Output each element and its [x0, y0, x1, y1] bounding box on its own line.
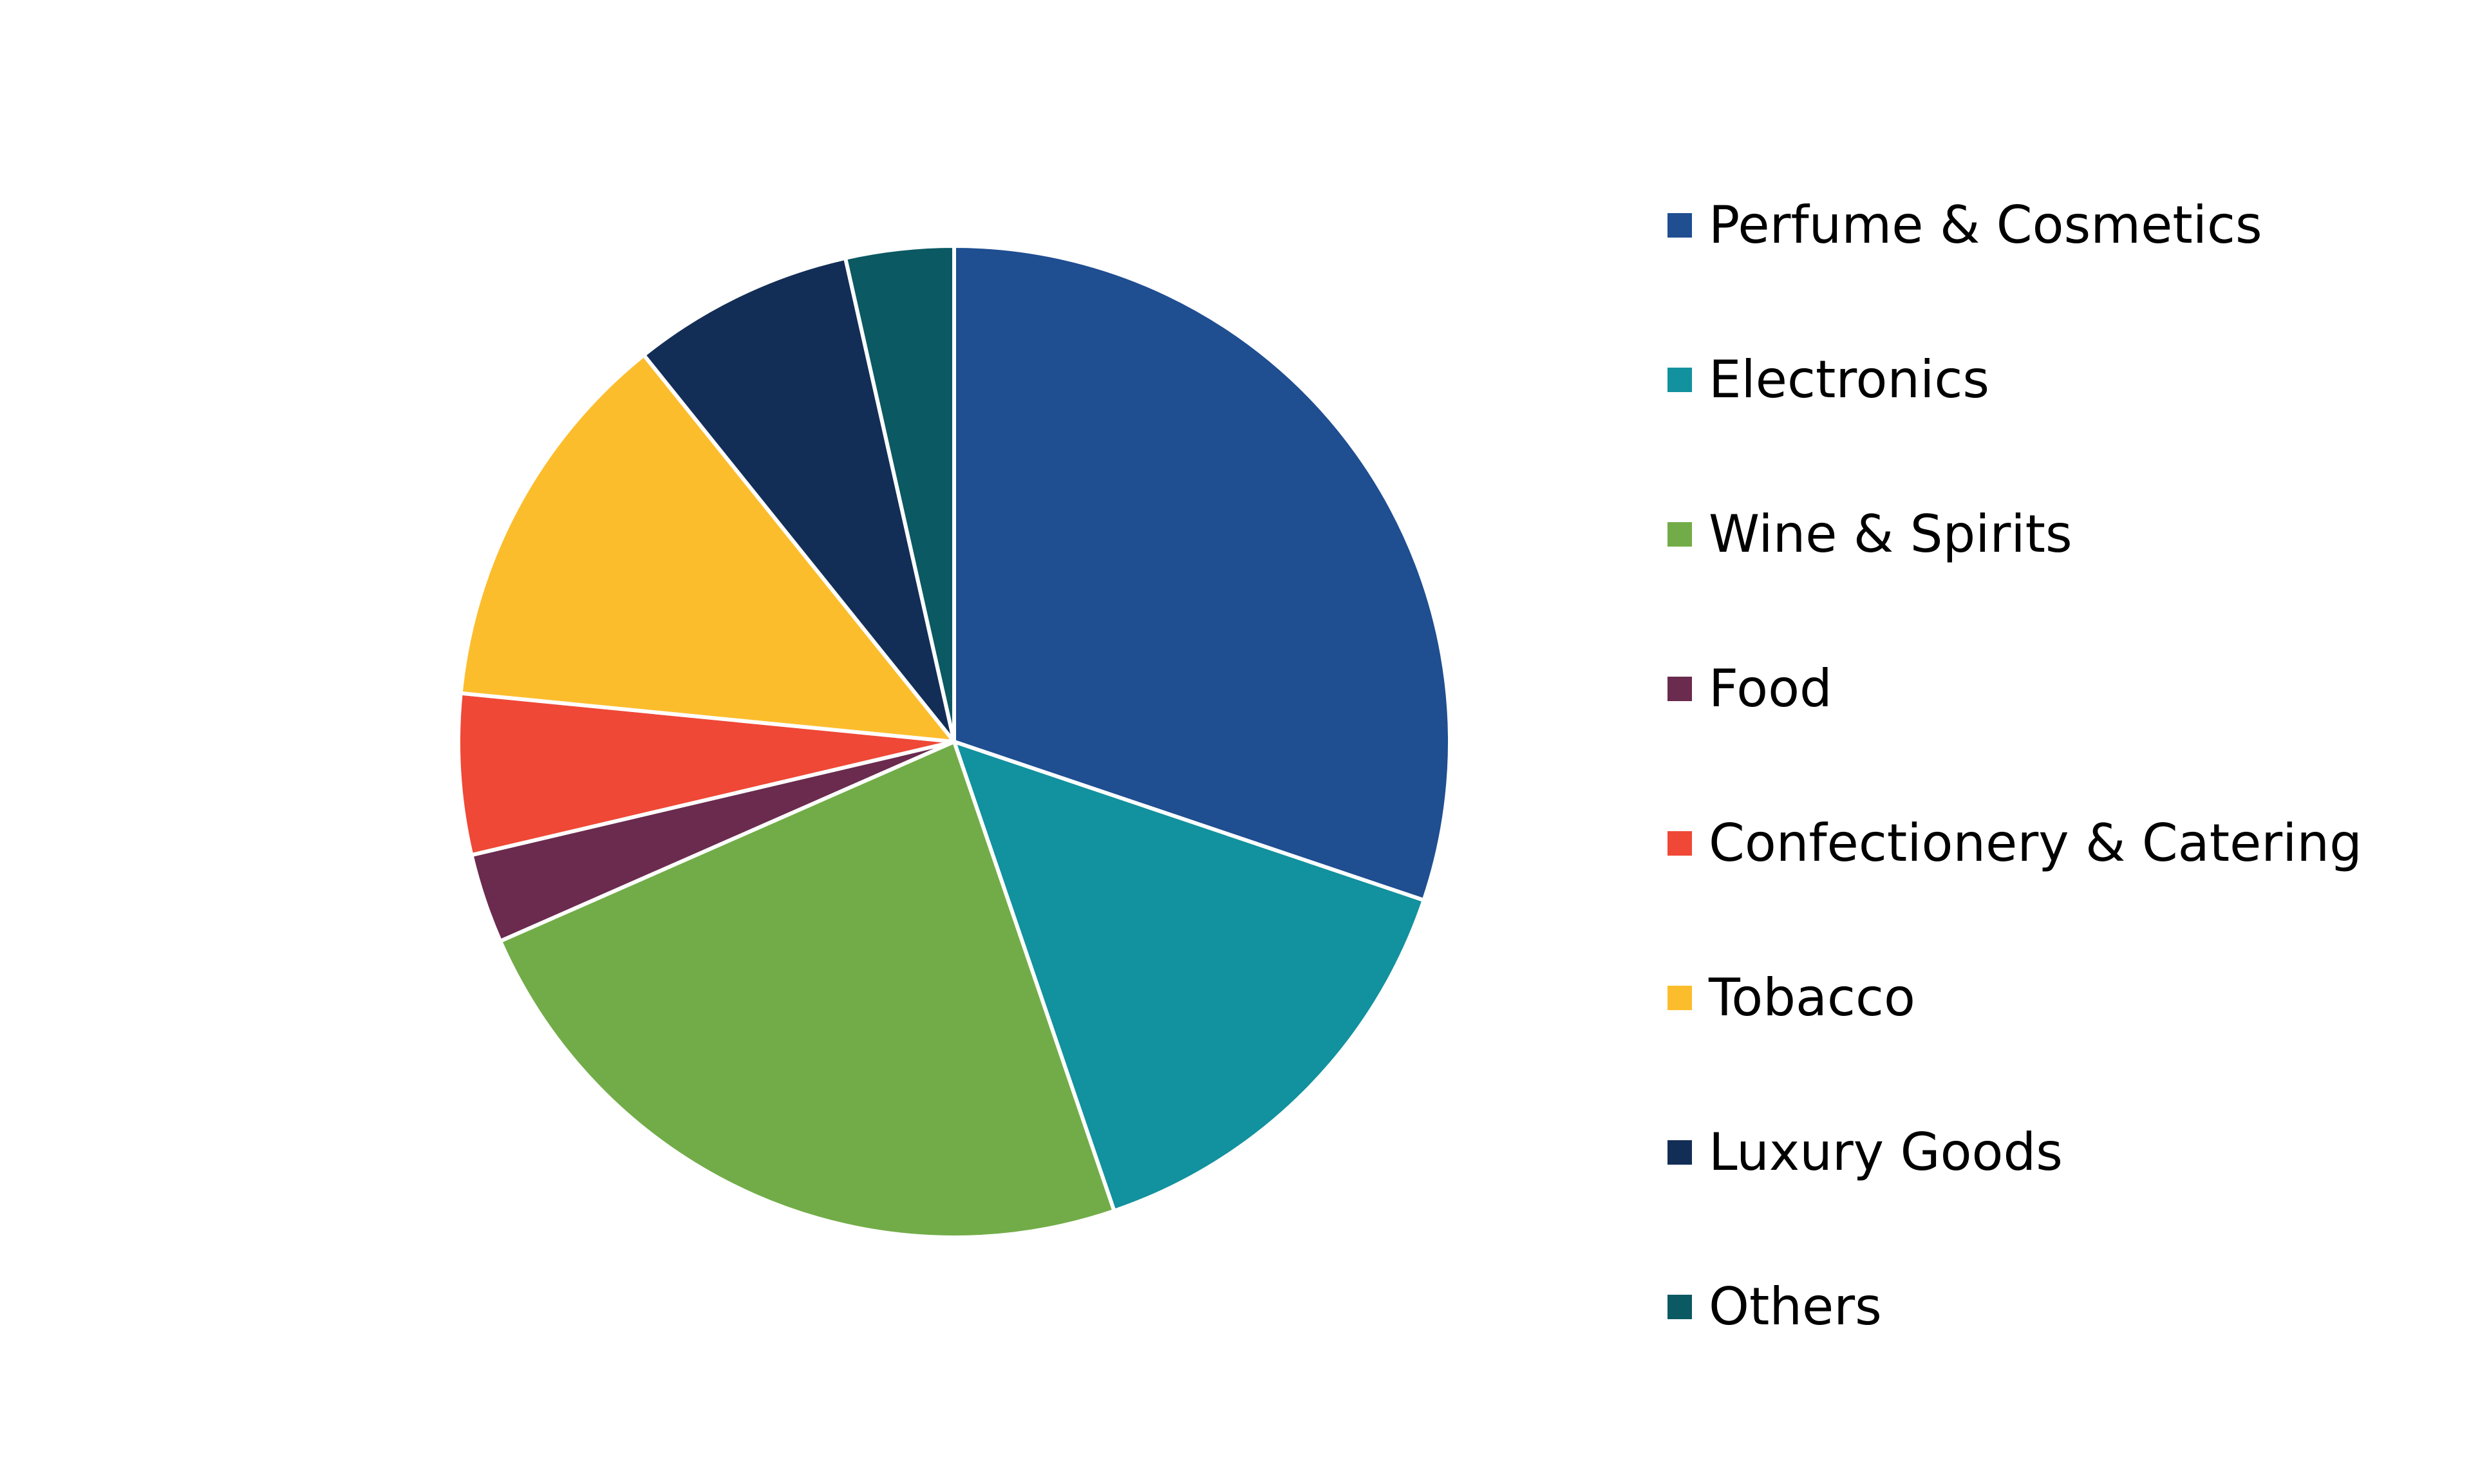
- legend-label: Wine & Spirits: [1709, 504, 2072, 564]
- legend-label: Food: [1709, 659, 1832, 719]
- pie-slice-tobacco: [458, 353, 956, 744]
- legend-label: Tobacco: [1709, 968, 1915, 1028]
- legend-item-confectionery-and-catering: Confectionery & Catering: [1667, 805, 2362, 882]
- pie-slice-others: [843, 244, 956, 744]
- legend-swatch: [1667, 1295, 1692, 1319]
- legend-item-tobacco: Tobacco: [1667, 959, 1915, 1037]
- legend-item-wine-and-spirits: Wine & Spirits: [1667, 496, 2072, 573]
- legend-item-food: Food: [1667, 650, 1832, 728]
- pie-slice-confectionery-and-catering: [456, 691, 956, 858]
- legend-swatch: [1667, 368, 1692, 392]
- legend-label: Others: [1709, 1277, 1882, 1337]
- legend-swatch: [1667, 986, 1692, 1010]
- legend-item-electronics: Electronics: [1667, 341, 1989, 418]
- pie-slice-electronics: [952, 740, 1426, 1213]
- pie-slice-perfume-and-cosmetics: [952, 244, 1452, 903]
- legend-swatch: [1667, 522, 1692, 547]
- legend-item-others: Others: [1667, 1268, 1882, 1346]
- legend-label: Electronics: [1709, 350, 1990, 409]
- pie-slice-wine-and-spirits: [498, 740, 1116, 1239]
- legend-swatch: [1667, 213, 1692, 238]
- legend-swatch: [1667, 677, 1692, 701]
- pie-slices: [456, 244, 1452, 1239]
- legend-label: Confectionery & Catering: [1709, 813, 2362, 873]
- legend-swatch: [1667, 831, 1692, 856]
- legend-swatch: [1667, 1140, 1692, 1165]
- legend-item-luxury-goods: Luxury Goods: [1667, 1114, 2063, 1191]
- legend-label: Luxury Goods: [1709, 1122, 2063, 1182]
- pie-slice-luxury-goods: [642, 256, 956, 744]
- legend-item-perfume-and-cosmetics: Perfume & Cosmetics: [1667, 187, 2262, 264]
- legend-label: Perfume & Cosmetics: [1709, 195, 2262, 255]
